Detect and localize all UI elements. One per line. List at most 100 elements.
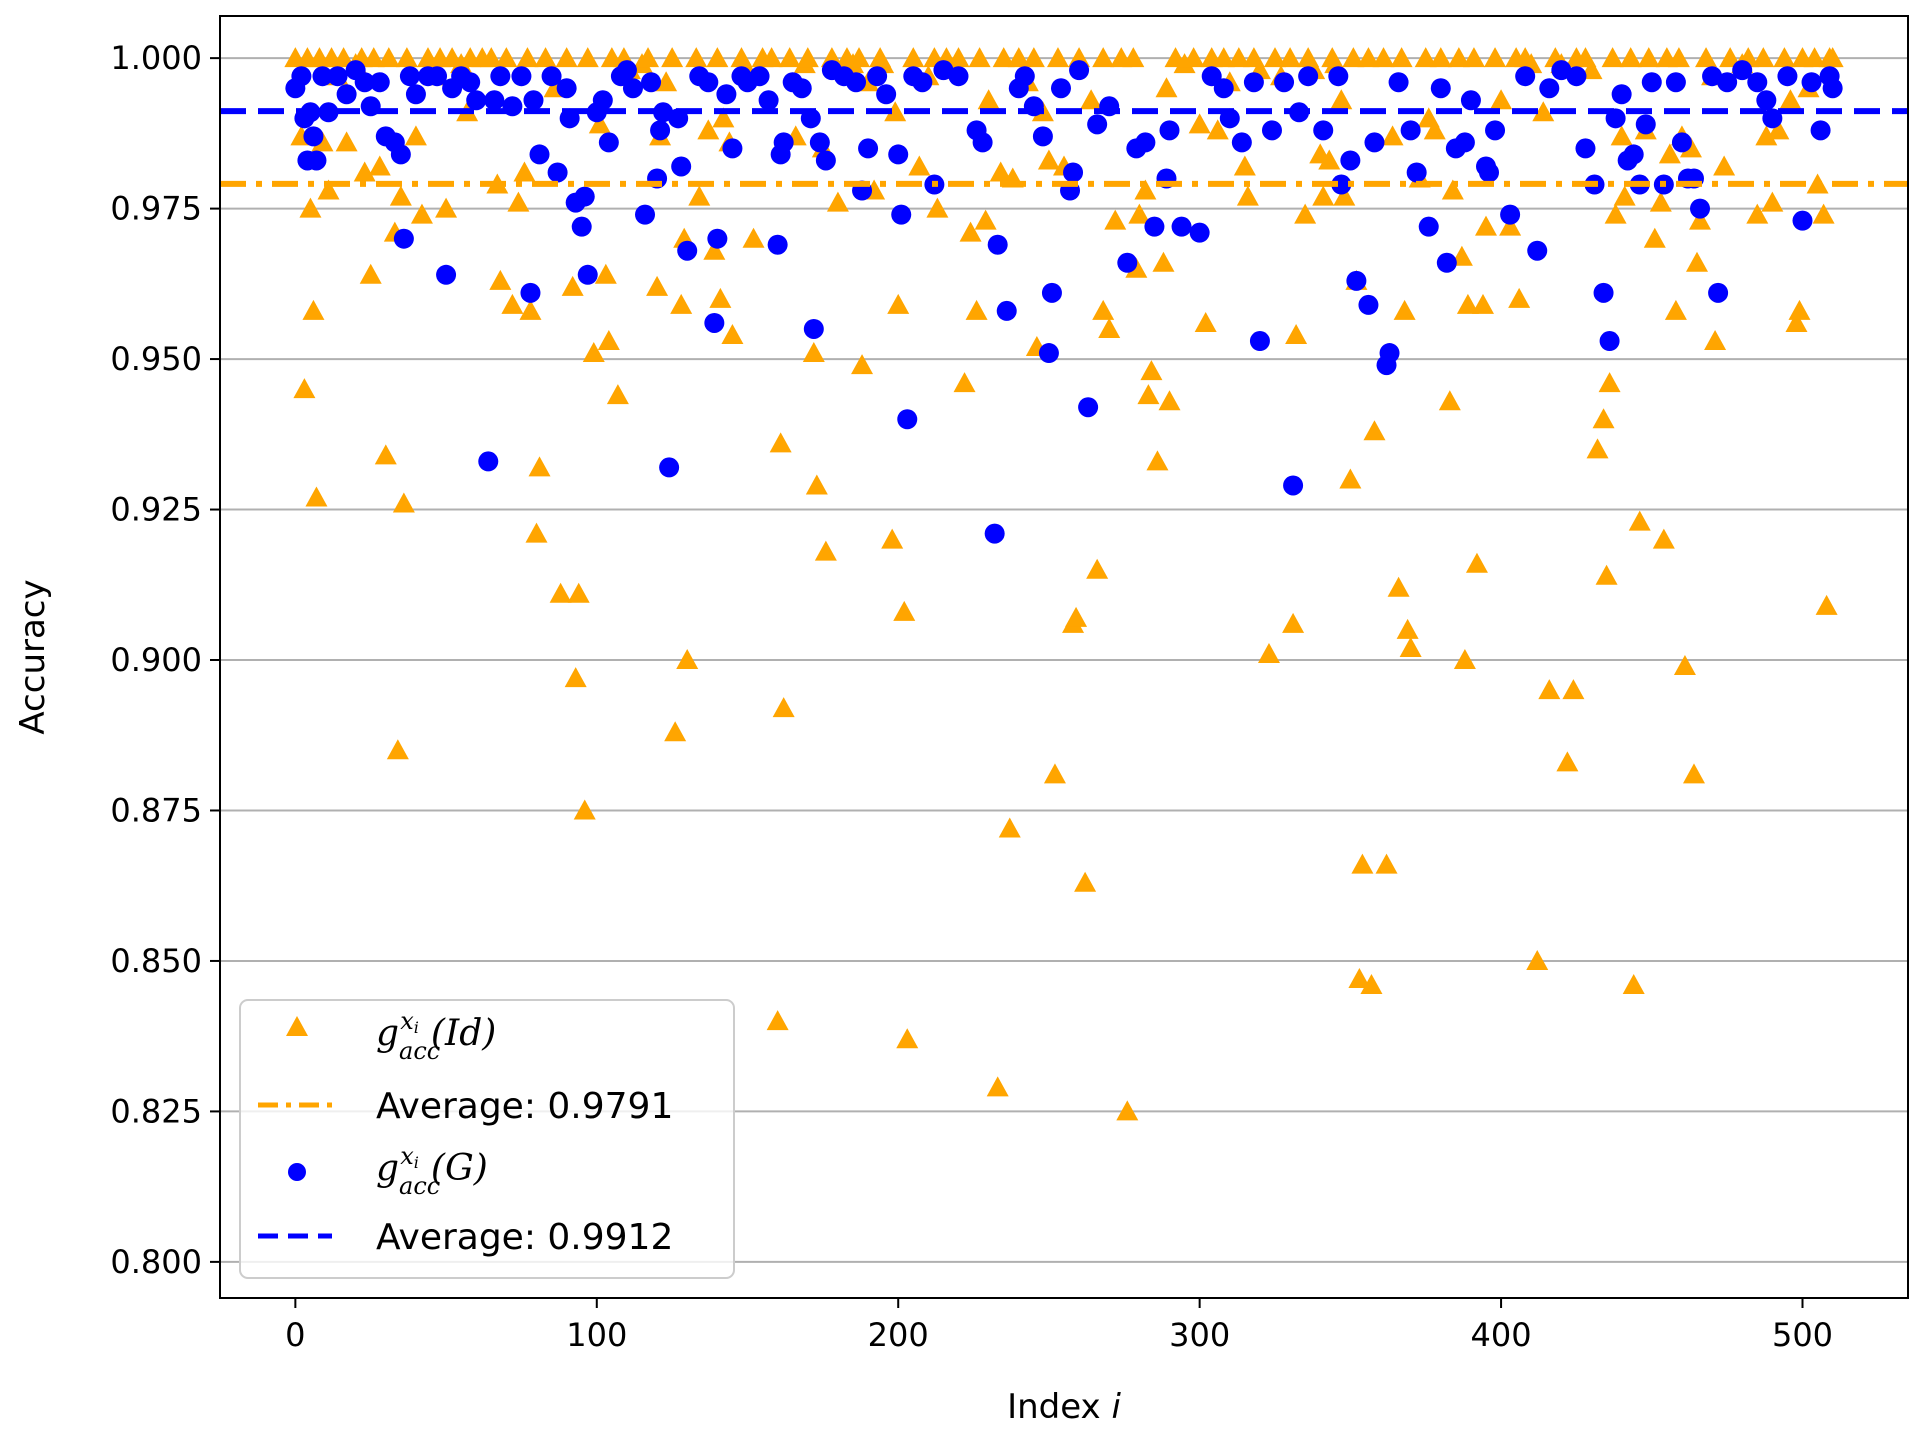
- id-point: [1453, 649, 1476, 670]
- id-point: [501, 293, 524, 314]
- id-point: [1155, 77, 1178, 98]
- g-point: [1406, 162, 1427, 183]
- id-point: [1649, 191, 1672, 212]
- legend-label-id-average: Average: 0.9791: [376, 1086, 673, 1127]
- id-point: [386, 739, 409, 760]
- id-point: [410, 203, 433, 224]
- g-point: [698, 72, 719, 93]
- id-point: [1390, 47, 1413, 68]
- id-point: [305, 486, 328, 507]
- g-point: [716, 84, 737, 105]
- id-point: [459, 47, 482, 68]
- id-point: [959, 221, 982, 242]
- id-point: [676, 649, 699, 670]
- g-point: [541, 66, 562, 87]
- id-point: [1318, 149, 1341, 170]
- id-point: [299, 197, 322, 218]
- id-point: [902, 47, 925, 68]
- id-point: [1637, 47, 1660, 68]
- legend-triangle-marker: [286, 1016, 308, 1036]
- g-point: [478, 451, 499, 472]
- g-point: [1331, 174, 1352, 195]
- g-point: [1243, 72, 1264, 93]
- g-point: [749, 66, 770, 87]
- id-point: [293, 378, 316, 399]
- series-g-points: [285, 60, 1843, 544]
- g-point: [1702, 66, 1723, 87]
- x-axis-label: Index i: [1007, 1387, 1121, 1427]
- id-point: [1348, 968, 1371, 989]
- g-point: [520, 282, 541, 303]
- id-point: [507, 191, 530, 212]
- id-point: [1152, 251, 1175, 272]
- y-axis-label: Accuracy: [13, 579, 53, 734]
- g-point: [891, 204, 912, 225]
- g-point: [1313, 120, 1334, 141]
- id-point: [1667, 47, 1690, 68]
- g-point: [460, 72, 481, 93]
- id-point: [335, 131, 358, 152]
- y-tick-label: 0.925: [110, 491, 202, 529]
- g-point: [523, 90, 544, 111]
- id-point: [1526, 949, 1549, 970]
- id-point: [1206, 119, 1229, 140]
- g-point: [650, 120, 671, 141]
- g-point: [1144, 216, 1165, 237]
- id-point: [1282, 612, 1305, 633]
- id-point: [1812, 203, 1835, 224]
- g-point: [1171, 216, 1192, 237]
- id-point: [851, 354, 874, 375]
- id-point: [1664, 299, 1687, 320]
- g-point: [876, 84, 897, 105]
- g-point: [577, 264, 598, 285]
- id-point: [1673, 655, 1696, 676]
- id-point: [1429, 47, 1452, 68]
- g-point: [427, 66, 448, 87]
- id-point: [1803, 47, 1826, 68]
- g-point: [399, 66, 420, 87]
- id-point: [760, 47, 783, 68]
- id-point: [1785, 311, 1808, 332]
- g-point: [791, 78, 812, 99]
- id-point: [1815, 594, 1838, 615]
- g-point: [556, 78, 577, 99]
- x-tick-label: 100: [566, 1316, 627, 1354]
- g-point: [773, 132, 794, 153]
- legend-label-g-average: Average: 0.9912: [376, 1217, 673, 1258]
- id-point: [1538, 679, 1561, 700]
- id-point: [1007, 47, 1030, 68]
- g-point: [867, 66, 888, 87]
- g-point: [1575, 138, 1596, 159]
- id-point: [1086, 558, 1109, 579]
- id-point: [1381, 125, 1404, 146]
- id-point: [1257, 642, 1280, 663]
- g-point: [948, 66, 969, 87]
- id-point: [389, 185, 412, 206]
- g-point: [803, 318, 824, 339]
- g-point: [1665, 72, 1686, 93]
- id-point: [977, 89, 1000, 110]
- g-point: [1635, 114, 1656, 135]
- id-point: [1562, 679, 1585, 700]
- id-point: [1399, 636, 1422, 657]
- id-point: [1423, 119, 1446, 140]
- id-point: [637, 47, 660, 68]
- id-point: [1619, 47, 1642, 68]
- id-point: [1146, 450, 1169, 471]
- id-point: [1779, 89, 1802, 110]
- id-point: [1746, 203, 1769, 224]
- id-point: [769, 432, 792, 453]
- id-point: [1134, 179, 1157, 200]
- id-point: [1137, 384, 1160, 405]
- id-point: [1393, 299, 1416, 320]
- id-point: [1556, 751, 1579, 772]
- g-point: [1213, 78, 1234, 99]
- id-point: [1065, 606, 1088, 627]
- g-point: [1566, 66, 1587, 87]
- g-point: [858, 138, 879, 159]
- g-point: [1032, 126, 1053, 147]
- id-point: [1173, 53, 1196, 74]
- g-point: [1801, 72, 1822, 93]
- g-point: [598, 132, 619, 153]
